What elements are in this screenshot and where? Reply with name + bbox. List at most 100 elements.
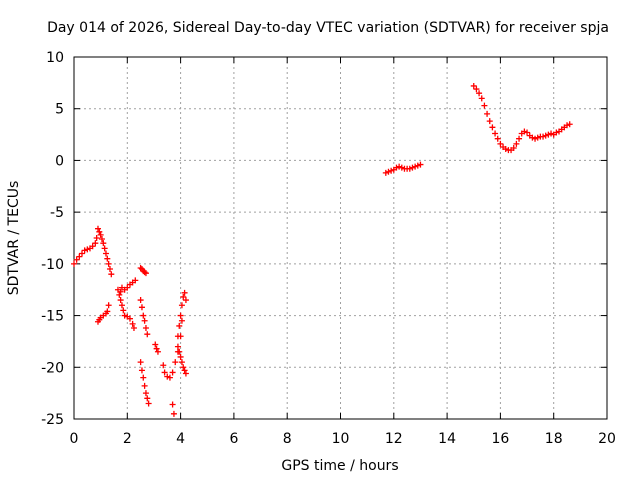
data-point (105, 302, 112, 309)
data-point (71, 260, 77, 267)
data-point (140, 374, 147, 381)
y-tick-label: 10 (46, 50, 64, 66)
data-point (145, 400, 152, 407)
data-point (92, 240, 99, 247)
y-tick-label: -15 (41, 309, 64, 325)
data-point (398, 164, 405, 171)
data-point (106, 266, 113, 273)
data-point (104, 255, 111, 262)
series-segment-3 (114, 277, 139, 298)
data-point (545, 131, 552, 138)
data-point (130, 324, 137, 331)
data-point (542, 132, 549, 139)
data-point (182, 297, 189, 304)
data-point (84, 246, 91, 253)
y-tick-label: -10 (41, 257, 64, 273)
data-point (417, 161, 424, 168)
data-point (132, 277, 139, 284)
data-point (121, 312, 128, 319)
data-point (102, 250, 109, 257)
x-tick-label: 8 (283, 431, 292, 447)
data-point (385, 168, 392, 175)
data-point (166, 374, 173, 381)
data-point (393, 164, 400, 171)
data-point (492, 130, 499, 137)
data-point (476, 90, 483, 97)
data-point (180, 293, 187, 300)
series-segment-8 (152, 341, 161, 355)
grid-lines (74, 57, 607, 419)
data-point (93, 235, 100, 241)
series-segment-11 (174, 289, 189, 340)
data-point (548, 130, 555, 137)
data-point (142, 390, 149, 397)
series-segment-1 (71, 225, 115, 278)
data-point (566, 121, 573, 128)
data-point (100, 240, 107, 247)
y-axis-tick-labels: 10 5 0 -5 -10 -15 -20 -25 (41, 50, 64, 428)
data-point (178, 302, 185, 309)
axis-ticks (73, 56, 608, 420)
data-point (412, 163, 419, 170)
data-point (117, 288, 124, 295)
data-point (108, 271, 115, 278)
data-point (153, 345, 160, 352)
data-point (140, 312, 147, 319)
data-point (564, 122, 571, 129)
data-point (177, 312, 184, 319)
series-segment-2 (94, 302, 112, 325)
data-point (161, 369, 168, 376)
data-point (529, 134, 536, 141)
data-point (174, 343, 181, 350)
data-point (553, 129, 560, 136)
data-point (137, 359, 144, 366)
y-axis-label: SDTVAR / TECUs (6, 181, 22, 296)
data-point (105, 260, 112, 267)
data-point (414, 162, 421, 169)
y-tick-label: -20 (41, 360, 64, 376)
x-tick-label: 6 (229, 431, 238, 447)
data-point (81, 247, 88, 254)
data-point (89, 243, 96, 250)
x-tick-label: 16 (491, 431, 509, 447)
x-tick-label: 18 (545, 431, 563, 447)
data-point (138, 304, 145, 311)
data-point (181, 289, 188, 296)
y-tick-label: 0 (55, 153, 64, 169)
data-point (169, 369, 176, 376)
data-point (129, 320, 136, 327)
series-segment-12 (174, 343, 189, 377)
data-point (101, 245, 108, 252)
data-points (71, 82, 573, 417)
y-tick-label: -25 (41, 412, 64, 428)
y-tick-label: 5 (55, 102, 64, 118)
data-point (138, 367, 145, 374)
series-segment-14 (470, 82, 573, 154)
data-point (181, 367, 188, 374)
data-point (164, 373, 171, 380)
series-segment-9 (160, 317, 185, 381)
series-segment-6 (137, 297, 151, 338)
data-point (473, 86, 480, 93)
x-tick-label: 0 (70, 431, 79, 447)
y-tick-label: -5 (50, 205, 64, 221)
data-point (118, 302, 125, 309)
data-point (524, 129, 531, 136)
data-point (478, 95, 485, 102)
data-point (144, 395, 151, 402)
data-point (141, 317, 148, 324)
data-point (154, 348, 161, 355)
x-tick-label: 12 (385, 431, 403, 447)
data-point (116, 291, 123, 298)
data-point (73, 256, 80, 263)
data-point (540, 133, 547, 140)
data-point (137, 264, 144, 271)
data-point (160, 362, 167, 369)
data-point (178, 359, 185, 366)
x-tick-label: 4 (176, 431, 185, 447)
data-point (104, 308, 111, 315)
data-point (510, 145, 517, 152)
data-point (176, 322, 183, 329)
data-point (176, 348, 183, 355)
